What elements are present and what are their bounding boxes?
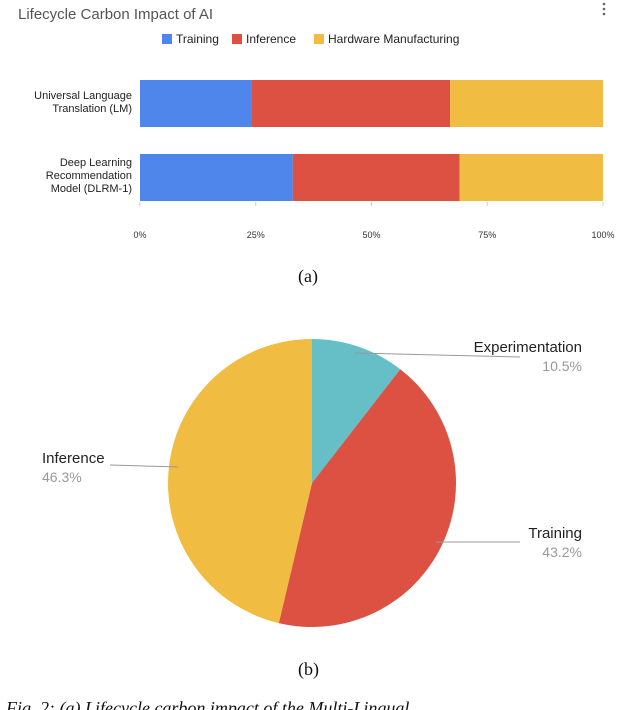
bar-segment <box>450 80 603 127</box>
menu-dot <box>602 12 606 16</box>
slice-label: Inference <box>42 450 105 467</box>
bar-segment <box>140 80 252 127</box>
x-tick-label: 0% <box>133 230 146 240</box>
bar-segment <box>140 154 293 201</box>
legend-swatch <box>232 34 242 44</box>
menu-dot <box>602 2 606 6</box>
legend-label: Training <box>176 32 219 46</box>
menu-dot <box>602 7 606 11</box>
legend-swatch <box>162 34 172 44</box>
bar-segment <box>251 80 451 127</box>
category-label: Deep Learning Recommendation Model (DLRM… <box>45 157 132 195</box>
leader-line <box>109 464 179 468</box>
bar-segment <box>459 154 603 201</box>
slice-label: Training <box>528 525 582 542</box>
caption: (a) <box>298 266 318 286</box>
legend-label: Hardware Manufacturing <box>328 32 459 46</box>
x-tick-label: 25% <box>247 230 265 240</box>
pie-slice <box>312 339 401 483</box>
bar-segment <box>292 154 460 201</box>
pie-slice <box>167 339 312 624</box>
legend-label: Inference <box>246 32 296 46</box>
slice-label: Experimentation <box>474 339 582 356</box>
leader-line <box>354 352 521 358</box>
pie-slice <box>278 369 456 627</box>
figure-caption: Fig. 2: (a) Lifecycle carbon impact of t… <box>6 698 410 710</box>
x-tick-label: 50% <box>362 230 380 240</box>
x-tick-label: 100% <box>591 230 614 240</box>
slice-value: 10.5% <box>542 358 582 374</box>
legend-swatch <box>314 34 324 44</box>
x-tick-label: 75% <box>478 230 496 240</box>
category-label: Universal Language Translation (LM) <box>34 90 132 115</box>
chart-title: Lifecycle Carbon Impact of AI <box>18 6 214 23</box>
slice-value: 46.3% <box>42 469 82 485</box>
slice-value: 43.2% <box>542 544 582 560</box>
caption: (b) <box>298 659 319 679</box>
